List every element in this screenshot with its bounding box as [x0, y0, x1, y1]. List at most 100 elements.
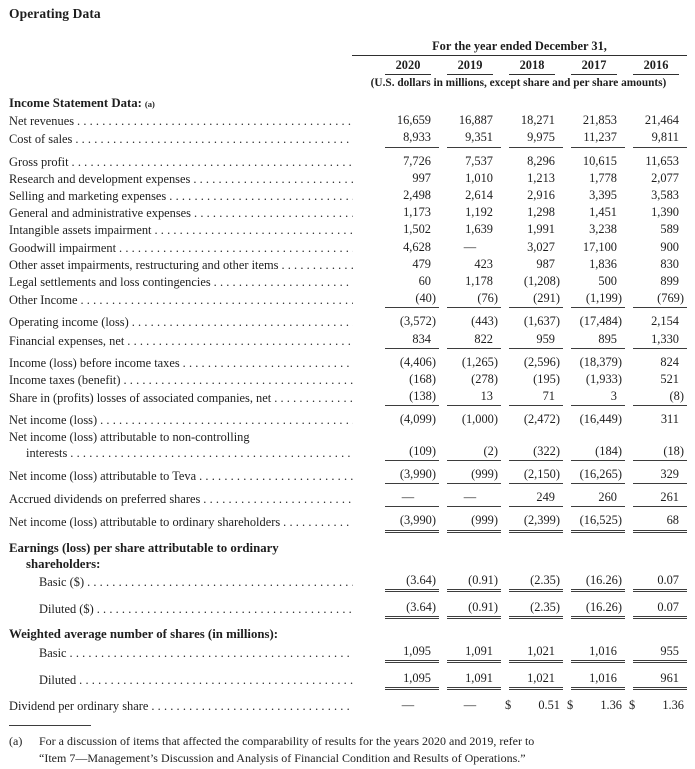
- value-cell: (3.64): [377, 572, 439, 593]
- table-row: Income taxes (benefit) (168) (278) (195) (1,…: [9, 371, 687, 388]
- value-cell: 1,451: [589, 205, 617, 220]
- row-label: Weighted average number of shares (in mi…: [9, 627, 278, 642]
- footnote: (a) For a discussion of items that affec…: [9, 733, 687, 767]
- value-cell: 2,614: [465, 188, 493, 203]
- value-cell: 9,811: [625, 129, 687, 148]
- value-cell: 1,639: [465, 222, 493, 237]
- value-cell: 822: [439, 331, 501, 349]
- value-cell: 21,853: [582, 113, 617, 128]
- dot-leader: [274, 390, 353, 406]
- value-cell: (4,406): [399, 354, 436, 369]
- value-cell: 1,016: [563, 670, 625, 691]
- value-cell: 8,296: [527, 153, 555, 168]
- dot-leader: [127, 333, 353, 349]
- value-cell: (0.91): [439, 572, 501, 593]
- value-cell: 824: [660, 354, 679, 369]
- value-cell: 249: [501, 489, 563, 508]
- table-row: Basic ($)(3.64)(0.91)(2.35)(16.26)0.07: [9, 572, 687, 593]
- value-cell: 7,726: [403, 153, 431, 168]
- table-row: Intangible assets impairment 1,502 1,639 1,…: [9, 221, 687, 238]
- value-cell: (138): [377, 388, 439, 407]
- value-cell: (0.91): [439, 599, 501, 620]
- value-cell: (1,933): [585, 372, 622, 387]
- value-cell: (8): [625, 388, 687, 407]
- value-cell: 68: [625, 512, 687, 533]
- value-cell: 830: [660, 256, 679, 271]
- value-cell: (1,208): [523, 274, 560, 289]
- table-row: Research and development expenses 997 1,01…: [9, 170, 687, 187]
- dot-leader: [283, 514, 353, 530]
- value-cell: 4,628: [403, 239, 431, 254]
- value-cell: 987: [536, 256, 555, 271]
- row-label: Gross profit: [9, 154, 377, 170]
- value-cell: 479: [412, 256, 431, 271]
- row-label: Goodwill impairment: [9, 240, 377, 256]
- dot-leader: [77, 113, 353, 129]
- section-heading-row: Income Statement Data: (a): [9, 95, 687, 112]
- value-cell: 9,351: [439, 129, 501, 148]
- value-cell: 2,154: [651, 314, 679, 329]
- value-cell: 9,975: [501, 129, 563, 148]
- value-cell: (18): [625, 443, 687, 462]
- period-header: For the year ended December 31,: [352, 39, 687, 56]
- value-cell: —: [463, 239, 477, 254]
- value-cell: 7,537: [465, 153, 493, 168]
- row-label: Net revenues: [9, 113, 377, 129]
- value-cell: 834: [377, 331, 439, 349]
- value-cell: (278): [471, 372, 498, 387]
- row-label: General and administrative expenses: [9, 205, 377, 221]
- row-label: Intangible assets impairment: [9, 222, 377, 238]
- value-cell: (1,637): [523, 314, 560, 329]
- value-cell: $0.51: [505, 698, 560, 713]
- value-cell: (322): [501, 443, 563, 462]
- page-title: Operating Data: [9, 6, 101, 21]
- dot-leader: [199, 468, 353, 484]
- value-cell: (443): [471, 314, 498, 329]
- value-cell: (3,572): [399, 314, 436, 329]
- value-cell: 0.07: [625, 599, 687, 620]
- row-label: Legal settlements and loss contingencies: [9, 274, 377, 290]
- value-cell: 1,390: [651, 205, 679, 220]
- table-row: Financial expenses, net8348229598951,330: [9, 331, 687, 349]
- value-cell: (40): [377, 290, 439, 309]
- dot-leader: [80, 292, 353, 308]
- value-cell: 260: [563, 489, 625, 508]
- row-label: Diluted: [9, 672, 377, 688]
- value-cell: 3,395: [589, 188, 617, 203]
- value-cell: 1,091: [439, 670, 501, 691]
- value-cell: —: [439, 489, 501, 508]
- row-label: Income taxes (benefit): [9, 372, 377, 388]
- table-row: General and administrative expenses 1,173…: [9, 204, 687, 221]
- value-cell: 1,021: [501, 670, 563, 691]
- units-note: (U.S. dollars in millions, except share …: [370, 77, 667, 89]
- dot-leader: [281, 257, 353, 273]
- row-label: Basic: [9, 645, 377, 661]
- value-cell: 329: [625, 466, 687, 485]
- dot-leader: [75, 131, 353, 147]
- table-row: Selling and marketing expenses 2,498 2,614…: [9, 187, 687, 204]
- value-cell: 1,016: [563, 643, 625, 664]
- dot-leader: [70, 645, 353, 661]
- year-column-header: 2016: [625, 58, 687, 75]
- value-cell: 10,615: [582, 153, 617, 168]
- table-row: Net income (loss) attributable to non-co…: [9, 429, 687, 462]
- value-cell: 1,095: [377, 670, 439, 691]
- dot-leader: [214, 274, 353, 290]
- dot-leader: [87, 574, 353, 590]
- value-cell: (3.64): [377, 599, 439, 620]
- dot-leader: [194, 205, 353, 221]
- value-cell: 1,192: [465, 205, 493, 220]
- section-heading-row: Weighted average number of shares (in mi…: [9, 626, 687, 642]
- row-label: Basic ($): [9, 574, 377, 590]
- value-cell: 261: [625, 489, 687, 508]
- dot-leader: [151, 698, 353, 714]
- footnote-marker: (a): [9, 734, 23, 749]
- value-cell: 899: [660, 274, 679, 289]
- row-label: Financial expenses, net: [9, 333, 377, 349]
- value-cell: 1,091: [439, 643, 501, 664]
- value-cell: (195): [533, 372, 560, 387]
- dot-leader: [154, 222, 353, 238]
- dot-leader: [79, 672, 353, 688]
